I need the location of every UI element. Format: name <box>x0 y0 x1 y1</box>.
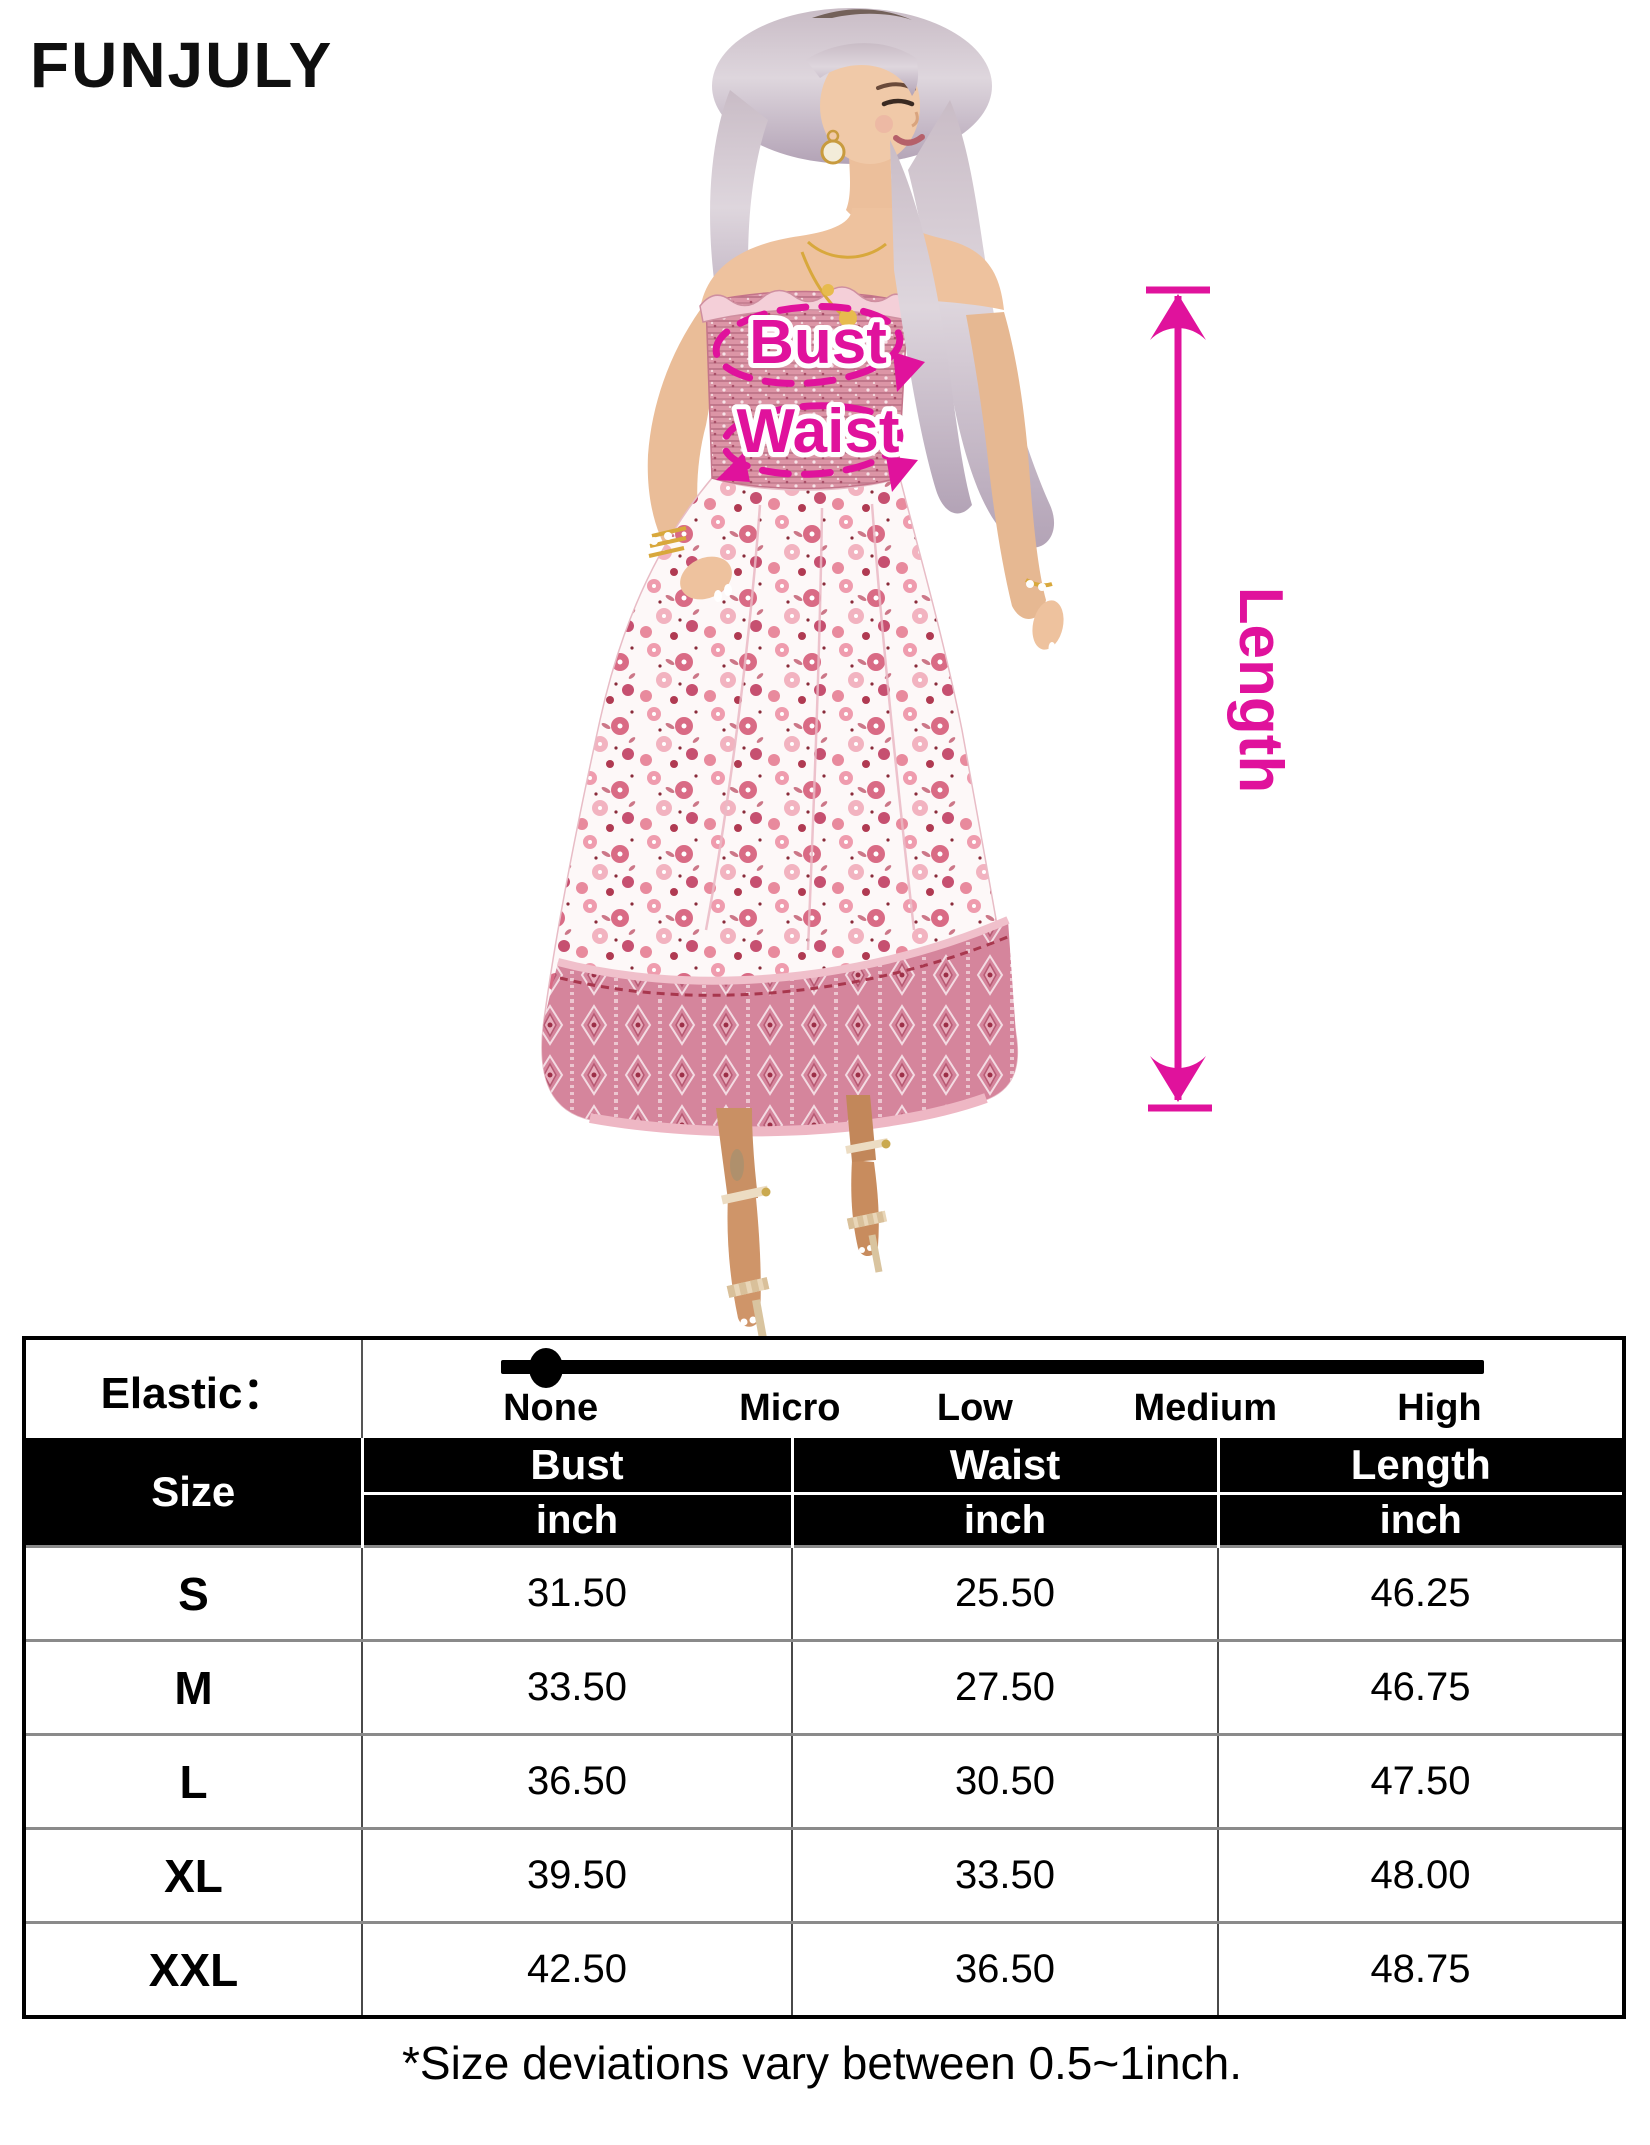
waist-arrowhead-left-icon <box>716 452 750 482</box>
sandal-straps <box>721 1138 891 1340</box>
bust-cell: 39.50 <box>361 1827 792 1923</box>
unit-row: inch inch inch <box>24 1493 1624 1547</box>
hair-front-strand <box>890 140 972 514</box>
elastic-option-medium: Medium <box>1133 1387 1278 1429</box>
model-face <box>806 43 925 165</box>
waist-cell: 30.50 <box>791 1733 1218 1829</box>
elastic-option-none: None <box>503 1387 599 1429</box>
elastic-slider-bar <box>501 1360 1484 1374</box>
necklace <box>800 240 887 327</box>
table-header-row: Size Bust Waist Length <box>24 1438 1624 1547</box>
elastic-option-micro: Micro <box>739 1387 841 1429</box>
size-cell: XL <box>24 1827 362 1923</box>
table-row-m: M 33.50 27.50 46.75 <box>24 1639 1624 1735</box>
elastic-option-low: Low <box>936 1387 1013 1429</box>
waist-column-header: Waist <box>790 1438 1218 1495</box>
elastic-row: Elastic： None Micro Low Medium High <box>24 1338 1624 1438</box>
elastic-slider-dot <box>528 1348 563 1388</box>
bust-annotation: Bust <box>712 303 925 392</box>
waist-cell: 36.50 <box>791 1921 1218 2017</box>
bust-cell: 36.50 <box>361 1733 792 1829</box>
length-annotation: Length <box>1146 286 1295 1112</box>
table-row-s: S 31.50 25.50 46.25 <box>24 1545 1624 1641</box>
table-row-xl: XL 39.50 33.50 48.00 <box>24 1827 1624 1923</box>
table-row-l: L 36.50 30.50 47.50 <box>24 1733 1624 1829</box>
size-column-header: Size <box>24 1438 364 1547</box>
elastic-scale-cell: None Micro Low Medium High <box>362 1338 1624 1438</box>
elastic-label: Elastic： <box>24 1338 363 1438</box>
bust-label: Bust <box>749 308 887 377</box>
bust-cell: 31.50 <box>361 1545 792 1641</box>
bust-unit: inch <box>360 1493 792 1547</box>
brand-logo: FUNJULY <box>30 29 334 101</box>
model-photo: Bust Waist Length <box>541 8 1295 1340</box>
size-cell: XXL <box>24 1921 362 2017</box>
size-cell: M <box>24 1639 362 1735</box>
length-column-header: Length <box>1216 1438 1624 1495</box>
arrow-up-icon <box>1150 294 1206 340</box>
length-unit: inch <box>1216 1493 1624 1547</box>
model-hands <box>648 526 1064 654</box>
bust-column-header: Bust <box>360 1438 792 1495</box>
earring <box>820 139 846 165</box>
dress-skirt <box>541 477 1019 1137</box>
bust-measure-ellipse <box>712 303 904 387</box>
length-cell: 47.50 <box>1217 1733 1624 1829</box>
waist-unit: inch <box>790 1493 1218 1547</box>
bust-arrowhead-icon <box>893 352 925 392</box>
table-row-xxl: XXL 42.50 36.50 48.75 <box>24 1921 1624 2017</box>
elastic-scale: None Micro Low Medium High <box>363 1340 1622 1438</box>
length-cell: 48.00 <box>1217 1827 1624 1923</box>
size-chart-table: Elastic： None Micro Low Medium High Size… <box>22 1336 1626 2019</box>
length-label: Length <box>1226 587 1295 794</box>
waist-cell: 33.50 <box>791 1827 1218 1923</box>
waist-arrowhead-right-icon <box>886 456 918 492</box>
length-cell: 46.75 <box>1217 1639 1624 1735</box>
length-cell: 46.25 <box>1217 1545 1624 1641</box>
waist-cell: 27.50 <box>791 1639 1218 1735</box>
waist-label: Waist <box>736 397 899 466</box>
size-cell: L <box>24 1733 362 1829</box>
arrow-down-icon <box>1150 1056 1206 1102</box>
waist-measure-ellipse <box>720 402 904 478</box>
bust-cell: 33.50 <box>361 1639 792 1735</box>
elastic-option-high: High <box>1397 1387 1482 1429</box>
size-deviation-note: *Size deviations vary between 0.5~1inch. <box>401 2037 1243 2089</box>
waist-cell: 25.50 <box>791 1545 1218 1641</box>
size-cell: S <box>24 1545 362 1641</box>
waist-annotation: Waist <box>716 392 918 492</box>
bust-cell: 42.50 <box>361 1921 792 2017</box>
length-cell: 48.75 <box>1217 1921 1624 2017</box>
